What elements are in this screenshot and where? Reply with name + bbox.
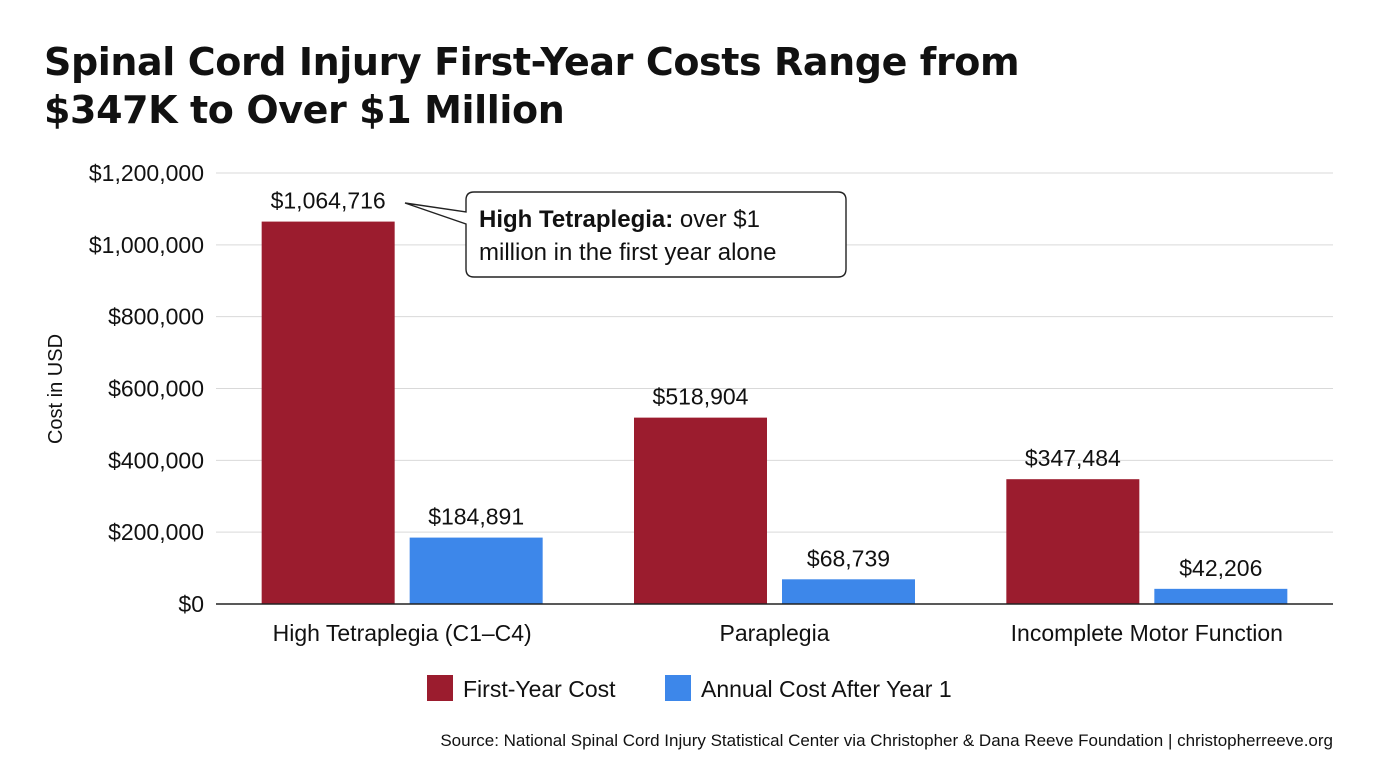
chart-title-line-2: $347K to Over $1 Million	[44, 88, 565, 132]
legend-swatch	[427, 675, 453, 701]
bar	[634, 417, 767, 604]
chart-title-line-1: Spinal Cord Injury First-Year Costs Rang…	[44, 40, 1020, 84]
x-tick-label: High Tetraplegia (C1–C4)	[273, 620, 532, 646]
annotation-rest: over $1	[680, 206, 760, 233]
chart-title: Spinal Cord Injury First-Year Costs Rang…	[44, 38, 1144, 134]
annotation-callout	[404, 191, 847, 278]
y-axis-label: Cost in USD	[45, 334, 67, 444]
bar	[782, 579, 915, 604]
annotation-line-1: High Tetraplegia: over $1	[479, 206, 760, 233]
y-tick-label: $0	[178, 591, 204, 617]
bar	[1006, 479, 1140, 604]
annotation-bold: High Tetraplegia:	[479, 206, 680, 233]
legend-label: First-Year Cost	[463, 676, 616, 702]
x-tick-label: Paraplegia	[720, 620, 830, 646]
y-tick-label: $400,000	[108, 447, 204, 473]
bar	[261, 221, 395, 604]
y-tick-label: $800,000	[108, 304, 204, 330]
y-tick-label: $1,200,000	[89, 160, 204, 186]
data-label: $518,904	[653, 384, 749, 410]
y-tick-label: $600,000	[108, 376, 204, 402]
y-tick-label: $1,000,000	[89, 232, 204, 258]
data-label: $68,739	[807, 545, 890, 571]
data-label: $184,891	[428, 504, 524, 530]
x-tick-label: Incomplete Motor Function	[1011, 620, 1283, 646]
bar	[409, 537, 543, 604]
legend-swatch	[665, 675, 691, 701]
source-note: Source: National Spinal Cord Injury Stat…	[440, 731, 1333, 750]
data-label: $347,484	[1025, 445, 1121, 471]
y-tick-label: $200,000	[108, 519, 204, 545]
data-label: $1,064,716	[271, 188, 386, 214]
legend-label: Annual Cost After Year 1	[701, 676, 952, 702]
bar	[1154, 588, 1288, 604]
annotation-line-2: million in the first year alone	[479, 239, 776, 266]
data-label: $42,206	[1179, 555, 1262, 581]
